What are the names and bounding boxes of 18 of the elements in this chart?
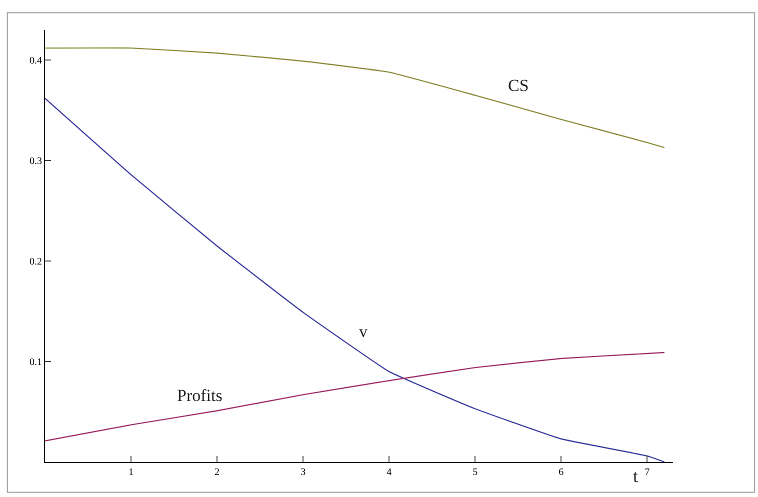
line-series — [45, 47, 665, 148]
x-tick-label: 4 — [386, 467, 392, 478]
x-tick-label: 3 — [300, 467, 306, 478]
x-tick-label: 1 — [128, 467, 134, 478]
y-tick-label: 0.1 — [30, 357, 42, 368]
line-series — [45, 352, 665, 442]
series-label: CS — [508, 76, 529, 95]
line-series — [45, 98, 665, 462]
series-label: v — [359, 322, 368, 341]
x-axis-title: t — [633, 466, 638, 486]
y-tick-label: 0.2 — [30, 256, 42, 268]
y-tick-label: 0.3 — [30, 156, 42, 168]
x-tick-label: 5 — [472, 467, 478, 478]
x-tick-label: 2 — [214, 467, 220, 478]
y-tick-label: 0.4 — [30, 56, 42, 67]
series-label: Profits — [177, 386, 222, 405]
x-tick-label: 7 — [644, 467, 650, 478]
x-tick-label: 6 — [558, 467, 564, 478]
